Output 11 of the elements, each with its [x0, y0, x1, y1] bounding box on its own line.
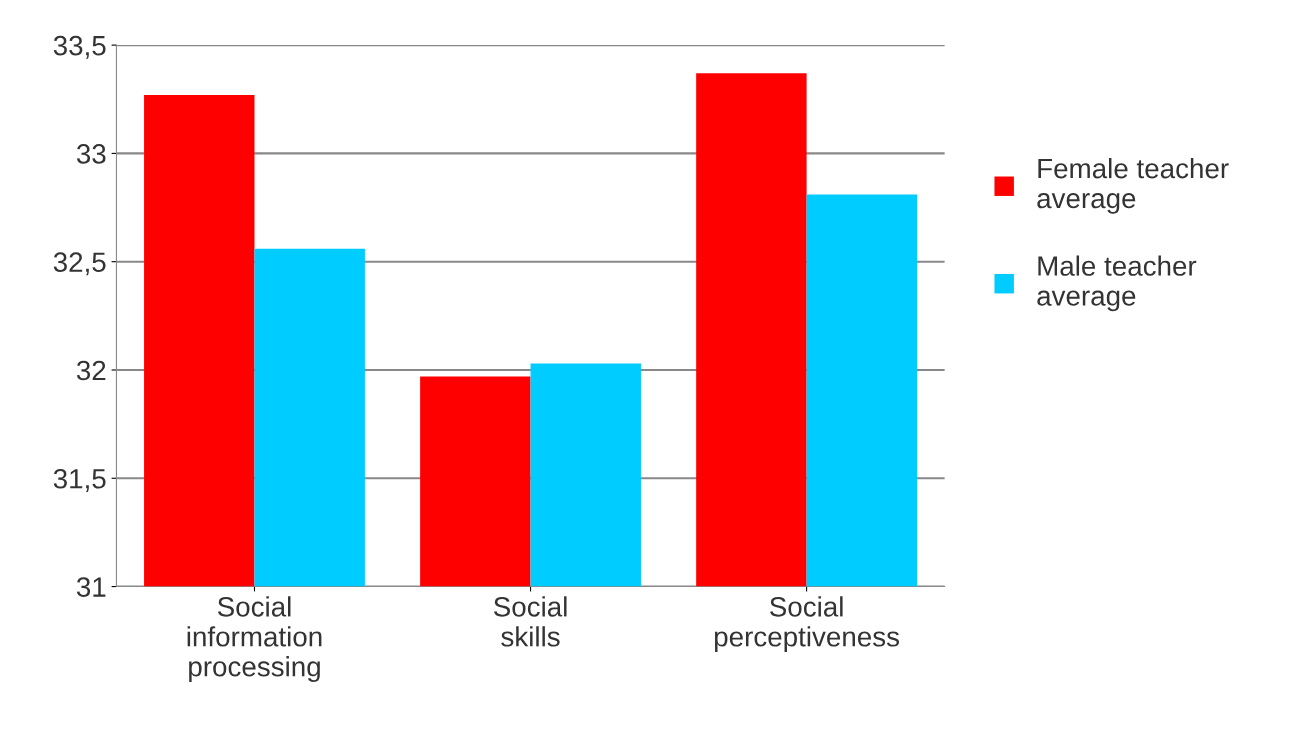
x-tick-label: Social information processing — [187, 596, 322, 683]
x-tick-label: Social skills — [493, 596, 567, 647]
x-tick-label: Social perceptiveness — [714, 596, 900, 653]
y-tick-label: 33,5 — [53, 35, 106, 59]
legend-label: Male teacher average — [1037, 255, 1197, 312]
y-tick-label: 32 — [76, 360, 106, 381]
y-tick-label: 32,5 — [53, 252, 106, 276]
y-tick-label: 31 — [76, 577, 106, 597]
legend-label: Female teacher average — [1037, 157, 1229, 214]
y-tick-label: 33 — [76, 144, 106, 164]
y-tick-label: 31,5 — [53, 468, 106, 492]
